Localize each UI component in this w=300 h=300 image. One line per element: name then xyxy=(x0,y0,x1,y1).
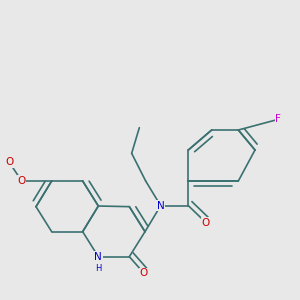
Text: N: N xyxy=(157,201,164,211)
Text: H: H xyxy=(95,264,101,273)
Text: O: O xyxy=(17,176,26,186)
Text: F: F xyxy=(275,114,281,124)
Text: N: N xyxy=(94,252,102,262)
Text: O: O xyxy=(140,268,148,278)
Text: O: O xyxy=(5,157,14,167)
Text: O: O xyxy=(202,218,210,228)
